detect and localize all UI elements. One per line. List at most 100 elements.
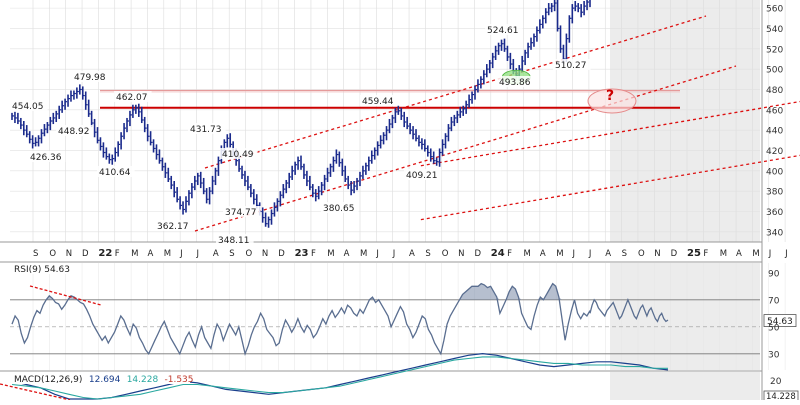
month-tick-label: S [33,249,38,259]
price-tick-label: 560 [766,5,783,15]
month-tick-label: J [768,249,772,259]
price-annotation: 410.49 [222,150,254,160]
month-tick-label: D [82,249,89,259]
month-tick-label: F [703,249,708,259]
month-tick-label: J [588,249,592,259]
price-annotation: 510.27 [555,61,587,71]
month-tick-label: M [720,249,727,259]
month-tick-label: A [409,249,415,259]
month-tick-label: A [344,249,350,259]
annotation-bg [360,95,398,106]
question-annotation: ? [606,88,614,104]
month-tick-label: S [622,249,627,259]
price-annotation: 431.73 [190,125,222,135]
rsi-tick-label: 70 [768,296,780,306]
annotation-bg [497,76,535,87]
annotation-bg [553,59,591,70]
rsi-last-value-box [763,314,797,327]
price-tick-label: 440 [766,127,783,137]
month-tick-label: M [327,249,334,259]
price-annotation: 348.11 [218,236,250,246]
annotation-bg [97,166,135,177]
month-tick-label: J [179,249,183,259]
rsi-title-bg [12,263,70,274]
price-annotation: 524.61 [487,26,519,36]
month-tick-label: M [556,249,563,259]
macd-last-value-label: 14.228 [766,392,796,400]
year-tick-label: 23 [295,248,309,259]
price-tick-label: 520 [766,45,783,55]
price-tick-label: 420 [766,147,783,157]
trend-channel-line [420,100,800,167]
annotation-bg [220,148,258,159]
annotation-bg [155,220,193,231]
macd-title-bg [10,373,190,384]
price-tick-label: 500 [766,66,783,76]
month-tick-label: F [507,249,512,259]
price-annotation: 479.98 [74,73,106,83]
month-tick-label: M [360,249,367,259]
macd-signal-line [11,356,668,400]
month-tick-label: F [115,249,120,259]
month-tick-label: A [147,249,153,259]
annotation-bg [485,24,523,35]
month-tick-label: S [425,249,430,259]
month-tick-label: O [638,249,645,259]
month-tick-label: J [784,249,788,259]
annotation-bg [114,91,152,102]
annotation-bg [10,100,48,111]
month-tick-label: D [474,249,481,259]
price-tick-label: 460 [766,106,783,116]
month-tick-label: M [131,249,138,259]
month-tick-label: O [49,249,56,259]
price-annotation: 380.65 [323,204,355,214]
rsi-line [11,282,591,357]
price-annotation: 459.44 [362,97,394,107]
rsi-panel: RSI(9) 54.63 54.63 [10,263,797,357]
month-tick-label: N [66,249,72,259]
macd-panel: MACD(12,26,9) 12.694 14.228 -1.535 14.228 [0,352,799,402]
price-tick-label: 540 [766,25,783,35]
rsi-tick-label: 30 [768,350,780,360]
macd-tick-label: 20 [770,377,782,387]
month-tick-label: J [392,249,396,259]
price-tick-label: 380 [766,188,783,198]
rsi-last-value-label: 54.63 [767,317,793,327]
rsi-tick-label: 90 [768,269,780,279]
price-annotation: 410.64 [99,168,131,178]
annotation-bg [28,151,66,162]
price-annotation: 493.86 [499,78,531,88]
month-tick-label: O [442,249,449,259]
macd-line [11,352,669,400]
month-tick-label: A [213,249,219,259]
rsi-trend-line [29,285,102,306]
month-tick-label: J [196,249,200,259]
month-tick-label: N [654,249,660,259]
price-annotation: 448.92 [58,127,90,137]
macd-legend-entry: 12.694 [89,375,121,385]
month-tick-label: J [572,249,576,259]
month-tick-label: D [278,249,285,259]
month-tick-label: S [229,249,234,259]
price-annotation: 362.17 [157,222,189,232]
price-annotation: 374.77 [225,208,257,218]
macd-legend-entry: -1.535 [165,375,194,385]
rsi-title: RSI(9) 54.63 [14,265,70,275]
rsi-line-continuation [589,298,669,323]
macd-legend-entry: MACD(12,26,9) [14,375,82,385]
price-tick-label: 400 [766,167,783,177]
month-tick-label: M [752,249,759,259]
question-marker-ellipse [587,88,637,114]
price-annotation: 462.07 [116,93,148,103]
month-tick-label: M [524,249,531,259]
year-tick-label: 25 [687,248,701,259]
rsi-tick-label: 50 [768,323,780,333]
macd-trend-line [0,383,71,401]
annotation-bg [56,125,94,136]
annotation-bg [223,206,261,217]
annotation-bg [404,169,442,180]
month-tick-label: O [246,249,253,259]
